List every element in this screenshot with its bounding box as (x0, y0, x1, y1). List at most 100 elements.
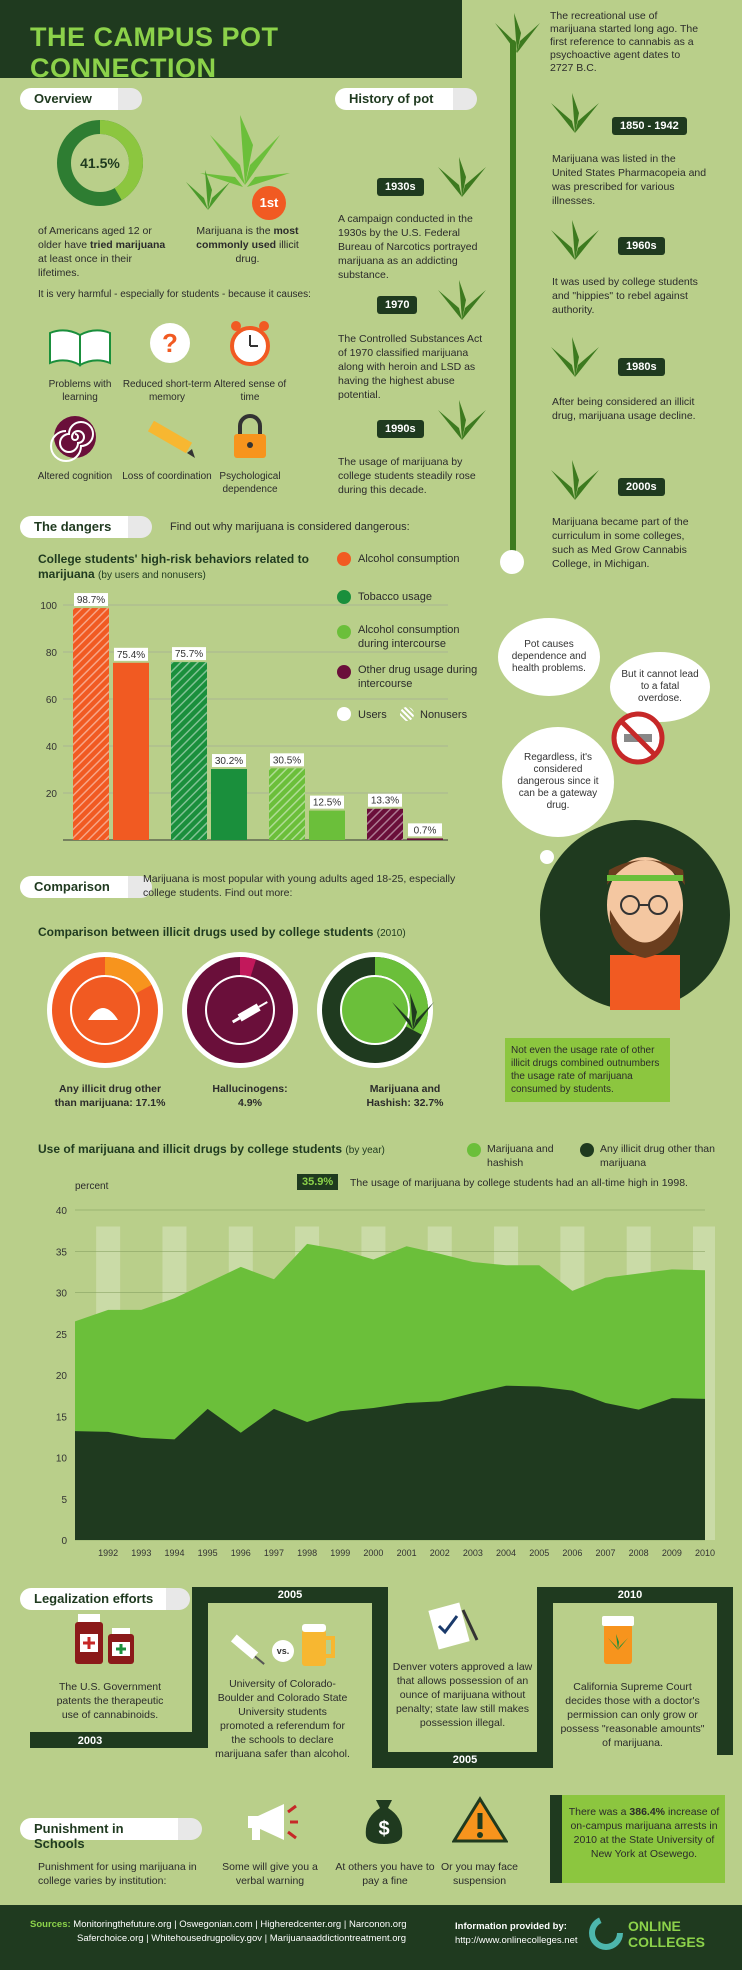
x-tick-label: 1994 (164, 1548, 184, 1558)
bar-label-bg (270, 753, 304, 767)
y-tick-label: 40 (46, 742, 58, 753)
harm-label-memory: Reduced short-term memory (122, 379, 212, 403)
bubble-dependence: Pot causes dependence and health problem… (498, 618, 600, 696)
history-date-1970: 1970 (377, 296, 418, 314)
donut-center (342, 977, 408, 1043)
area-legend-dot-other (580, 1143, 594, 1157)
y-tick-label: 10 (56, 1454, 68, 1465)
bar-value-label: 75.7% (175, 649, 203, 660)
donut-section-title: Comparison between illicit drugs used by… (38, 925, 406, 939)
medicine-bottles-icon (75, 1614, 134, 1664)
bar-value-label: 13.3% (371, 796, 399, 807)
x-tick-label: 1995 (198, 1548, 218, 1558)
bar-nonusers-0 (113, 662, 149, 840)
legend-dot-alcohol (337, 552, 351, 566)
y-tick-label: 40 (56, 1206, 68, 1217)
history-date-1930s: 1930s (377, 178, 424, 196)
x-tick-label: 2007 (596, 1548, 616, 1558)
punishment-fine: At others you have to pay a fine (335, 1861, 435, 1887)
bubble-gateway: Regardless, it's considered dangerous si… (502, 727, 614, 837)
legend-label-alcohol-intercourse: Alcohol consumption during intercourse (358, 624, 460, 650)
donut-value-arc (322, 957, 428, 1063)
pencil-icon (147, 420, 195, 458)
y-tick-label: 5 (61, 1495, 67, 1506)
donut-value-arc (187, 957, 293, 1063)
legend-label-nonusers: Nonusers (420, 709, 468, 721)
y-tick-label: 80 (46, 648, 58, 659)
leaf-icon (200, 115, 290, 187)
area-series-1 (75, 1385, 705, 1540)
history-leaf-icon (551, 460, 599, 500)
legend-label-users: Users (358, 709, 387, 721)
bar-nonusers-2 (309, 810, 345, 840)
bar-label-bg (74, 593, 108, 607)
history-date-1990s: 1990s (377, 420, 424, 438)
leaf-icon-small (186, 170, 230, 210)
legend-dot-alcohol-intercourse (337, 625, 351, 639)
history-date-2000s: 2000s (618, 478, 665, 496)
bar-label-bg (172, 647, 206, 661)
legend-dot-other-drug (337, 665, 351, 679)
history-leaf-icon (551, 220, 599, 260)
x-tick-label: 2005 (529, 1548, 549, 1558)
history-text-1930s: A campaign conducted in the 1930s by the… (338, 213, 478, 281)
bar-label-bg (114, 647, 148, 661)
legal-text-2003: The U.S. Government patents the therapeu… (56, 1681, 164, 1721)
bar-label-bg (368, 793, 402, 807)
usage-area-chart: 0 5 10 15 20 25 30 35 40 1992 1993 1994 1995 1996 1997… (56, 1206, 715, 1558)
bar-label-bg (212, 754, 246, 768)
punishment-warning: Some will give you a verbal warning (222, 1861, 318, 1887)
page-title: THE CAMPUS POT CONNECTION (30, 22, 279, 83)
legal-year-2005a: 2005 (277, 1589, 303, 1601)
bar-label-bg (310, 795, 344, 809)
y-tick-label: 0 (61, 1536, 67, 1547)
bar-users-0 (73, 608, 109, 840)
donut-label-other-drugs: Any illicit drug other than marijuana: 1… (54, 1083, 166, 1109)
bar-label-bg (408, 823, 442, 837)
footer-sources: Sources: Monitoringthefuture.org | Osweg… (30, 1919, 407, 1944)
syringe-icon (230, 1634, 265, 1665)
legend-dot-nonusers (400, 707, 414, 721)
punishment-suspension: Or you may face suspension (440, 1861, 519, 1887)
history-leaf-icon (551, 93, 599, 133)
history-date-1850: 1850 - 1942 (612, 117, 687, 135)
x-tick-label: 1993 (131, 1548, 151, 1558)
y-tick-label: 30 (56, 1289, 68, 1300)
legend-label-alcohol: Alcohol consumption (358, 553, 460, 565)
history-date-1980s: 1980s (618, 358, 665, 376)
svg-text:$: $ (378, 1818, 389, 1840)
rank-text: Marijuana is the most commonly used illi… (196, 225, 299, 265)
history-text-1970: The Controlled Substances Act of 1970 cl… (338, 333, 483, 401)
x-tick-label: 2006 (562, 1548, 582, 1558)
vs-badge: vs. (272, 1640, 294, 1662)
history-text-1980s: After being considered an illicit drug, … (552, 396, 696, 422)
bar-value-label: 98.7% (77, 595, 105, 606)
timeline-vine (510, 40, 516, 560)
legal-year-2003: 2003 (77, 1735, 103, 1747)
overview-percent: 41.5% (80, 155, 120, 171)
dangers-chart-title: College students' high-risk behaviors re… (38, 552, 309, 581)
bar-value-label: 75.4% (117, 650, 145, 661)
legal-text-2005a: University of Colorado-Boulder and Color… (215, 1678, 350, 1760)
y-tick-label: 35 (56, 1247, 68, 1258)
bar-value-label: 30.2% (215, 756, 243, 767)
bar-value-label: 0.7% (414, 825, 437, 836)
megaphone-icon (248, 1804, 298, 1840)
online-colleges-logo-icon (589, 1916, 623, 1950)
bar-users-1 (171, 662, 207, 840)
history-text-2000s: Marijuana became part of the curriculum … (552, 516, 689, 570)
beer-mug-icon (302, 1624, 335, 1666)
area-chart-title: Use of marijuana and illicit drugs by co… (38, 1142, 385, 1156)
rank-badge: 1st (252, 186, 286, 220)
x-tick-label: 2003 (463, 1548, 483, 1558)
bar-users-2 (269, 768, 305, 840)
overview-stat: of Americans aged 12 or older have tried… (38, 225, 166, 279)
section-label-dangers: The dangers (20, 516, 152, 538)
dangers-bar-chart: 20 40 60 80 100 98.7% 75.4% 75.7% 30.2% 30.5% 12.5… (40, 593, 448, 841)
history-leaf-icon (438, 400, 486, 440)
footer-url-link[interactable]: http://www.onlinecolleges.net (455, 1935, 578, 1946)
vine-top-leaf-icon (495, 13, 540, 53)
history-text-1850: Marijuana was listed in the United State… (552, 153, 707, 207)
x-tick-label: 2004 (496, 1548, 516, 1558)
x-tick-label: 1992 (98, 1548, 118, 1558)
